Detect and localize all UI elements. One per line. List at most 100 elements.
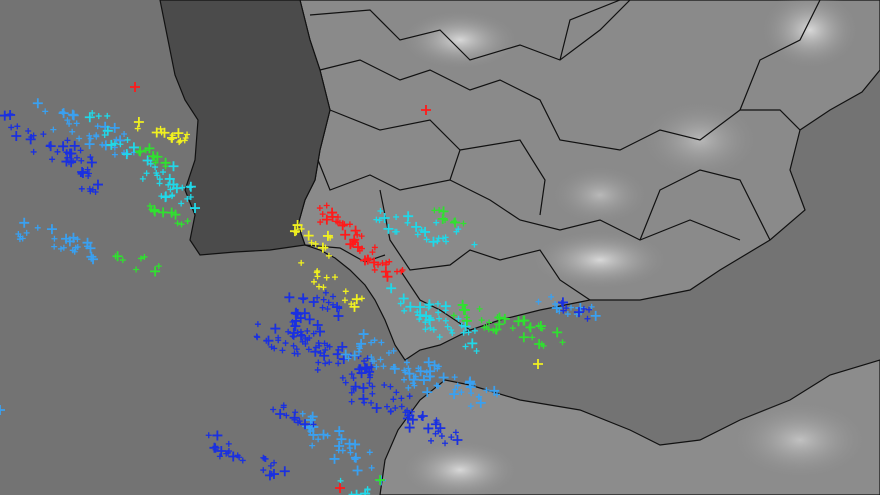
lightning-strike-mark <box>0 110 10 121</box>
lightning-strike-mark <box>323 274 330 281</box>
lightning-strike-mark <box>290 321 301 332</box>
lightning-strike-mark <box>475 397 486 408</box>
lightning-strike-mark <box>381 381 388 388</box>
lightning-strike-mark <box>535 322 542 329</box>
lightning-strike-mark <box>337 477 344 484</box>
lightning-strike-mark <box>303 230 314 241</box>
lightning-strike-mark <box>340 349 351 360</box>
lightning-strike-mark <box>332 302 343 313</box>
lightning-strike-mark <box>348 371 355 378</box>
lightning-strike-mark <box>552 327 563 338</box>
lightning-strike-mark <box>358 393 369 404</box>
lightning-strike-mark <box>153 169 160 176</box>
lightning-strike-mark <box>405 384 412 391</box>
lightning-strike-mark <box>216 453 223 460</box>
lightning-strike-mark <box>85 172 92 179</box>
lightning-strike-mark <box>492 327 499 334</box>
lightning-strike-mark <box>178 221 185 228</box>
lightning-strike-mark <box>73 120 80 127</box>
lightning-strike-mark <box>15 230 22 237</box>
lightning-strike-mark <box>320 284 327 291</box>
lightning-strike-mark <box>331 274 338 281</box>
lightning-strike-mark <box>369 383 376 390</box>
lightning-strike-mark <box>436 334 443 341</box>
lightning-strike-mark <box>173 128 184 139</box>
lightning-strike-mark <box>121 130 128 137</box>
lightning-strike-mark <box>368 464 375 471</box>
lightning-strike-mark <box>405 301 416 312</box>
lightning-strike-mark <box>284 292 295 303</box>
lightning-strike-mark <box>364 355 371 362</box>
terrain-relief <box>400 0 870 495</box>
lightning-strike-mark <box>349 350 360 361</box>
lightning-strike-mark <box>404 422 415 433</box>
lightning-strike-mark <box>460 220 467 227</box>
lightning-strike-mark <box>64 137 71 144</box>
lightning-strike-mark <box>23 229 30 236</box>
lightning-strike-mark <box>89 110 96 117</box>
lightning-strike-mark <box>117 141 124 148</box>
lightning-strike-mark <box>336 305 343 312</box>
lightning-strike-mark <box>290 342 297 349</box>
lightning-strike-mark <box>452 429 459 436</box>
lightning-strike-mark <box>92 179 103 190</box>
lightning-strike-mark <box>271 459 278 466</box>
lightning-strike-mark <box>423 357 434 368</box>
lightning-strike-mark <box>184 218 191 225</box>
lightning-strike-mark <box>467 403 474 410</box>
lightning-strike-mark <box>564 311 571 318</box>
lightning-strike-mark <box>159 127 170 138</box>
lightning-strike-mark <box>158 207 169 218</box>
lightning-strike-mark <box>59 108 66 115</box>
lightning-strike-mark <box>178 200 185 207</box>
lightning-strike-mark <box>373 363 380 370</box>
lightning-strike-mark <box>357 364 364 371</box>
lightning-strike-mark <box>294 350 301 357</box>
lightning-strike-mark <box>304 314 315 325</box>
lightning-strike-mark <box>408 408 415 415</box>
lightning-strike-mark <box>417 411 428 422</box>
lightning-strike-mark <box>499 313 510 324</box>
lightning-strike-mark <box>42 108 49 115</box>
lightning-strike-mark <box>71 248 78 255</box>
lightning-strike-mark <box>415 366 426 377</box>
lightning-strike-mark <box>306 334 313 341</box>
lightning-strike-mark <box>416 316 423 323</box>
lightning-strike-mark <box>421 105 431 115</box>
lightning-strike-mark <box>169 132 176 139</box>
lightning-strike-mark <box>448 326 455 333</box>
lightning-strike-mark <box>261 455 268 462</box>
lightning-strike-mark <box>176 139 183 146</box>
lightning-strike-mark <box>458 389 465 396</box>
lightning-strike-mark <box>318 429 329 440</box>
lightning-strike-mark <box>403 211 414 222</box>
lightning-strike-mark <box>430 326 437 333</box>
lightning-strike-mark <box>375 261 382 268</box>
lightning-strike-mark <box>418 227 425 234</box>
lightning-strike-mark <box>366 374 373 381</box>
lightning-strike-mark <box>450 312 457 319</box>
lightning-strike-mark <box>418 375 429 386</box>
lightning-strike-mark <box>442 317 449 324</box>
lightning-strike-mark <box>61 156 72 167</box>
lightning-strike-mark <box>322 360 329 367</box>
lightning-strike-mark <box>525 322 536 333</box>
lightning-strike-mark <box>225 449 232 456</box>
lightning-strike-mark <box>87 188 94 195</box>
lightning-strike-mark <box>362 254 373 265</box>
lightning-strike-mark <box>529 334 536 341</box>
lightning-strike-mark <box>51 235 58 242</box>
lightning-strike-mark <box>305 346 312 353</box>
lightning-strike-mark <box>130 82 140 92</box>
lightning-strike-mark <box>184 195 191 202</box>
lightning-strike-mark <box>371 244 378 251</box>
lightning-strike-mark <box>268 469 279 480</box>
lightning-strike-mark <box>390 347 397 354</box>
lightning-strike-mark <box>216 446 227 457</box>
lightning-strike-mark <box>426 301 433 308</box>
lightning-strike-mark <box>322 230 333 241</box>
lightning-strike-mark <box>179 184 186 191</box>
lightning-strike-mark <box>324 432 331 439</box>
lightning-strike-mark <box>82 237 93 248</box>
lightning-strike-mark <box>160 169 167 176</box>
